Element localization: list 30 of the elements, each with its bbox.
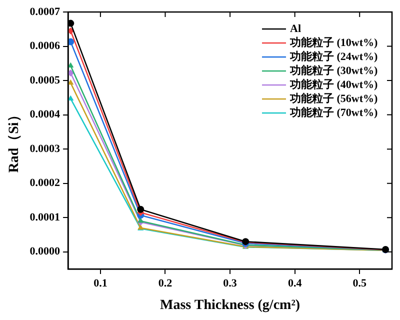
point	[68, 79, 74, 85]
point	[68, 27, 74, 34]
y-tick-label: 0.0003	[30, 142, 61, 155]
point	[68, 95, 74, 100]
point	[68, 62, 74, 68]
y-tick-label: 0.0001	[30, 211, 60, 224]
y-axis-title: Rad（Si）	[7, 108, 22, 173]
legend-label: Al	[290, 22, 301, 35]
y-tick-label: 0.0007	[30, 6, 61, 18]
y-tick-label: 0.0002	[30, 177, 61, 190]
y-tick-label: 0.0000	[30, 246, 61, 258]
x-tick-label: 0.4	[288, 277, 302, 290]
point	[137, 206, 144, 213]
x-tick-label: 0.3	[223, 277, 238, 290]
legend-label: 功能粒子 (24wt%)	[289, 50, 378, 63]
x-axis-title: Mass Thickness (g/cm²)	[160, 298, 300, 314]
legend-label: 功能粒子 (56wt%)	[289, 92, 378, 105]
point	[68, 69, 74, 76]
x-tick-label: 0.1	[94, 277, 108, 290]
point	[68, 38, 74, 46]
x-tick-label: 0.2	[158, 277, 173, 290]
y-tick-label: 0.0006	[30, 40, 61, 52]
legend-label: 功能粒子 (70wt%)	[289, 106, 378, 119]
legend-label: 功能粒子 (30wt%)	[289, 64, 378, 77]
x-tick-label: 0.5	[352, 277, 367, 290]
y-tick-label: 0.0004	[30, 108, 61, 121]
y-tick-label: 0.0005	[30, 74, 61, 86]
legend-label: 功能粒子 (10wt%)	[289, 36, 378, 49]
point	[68, 20, 74, 27]
legend-label: 功能粒子 (40wt%)	[289, 78, 378, 91]
